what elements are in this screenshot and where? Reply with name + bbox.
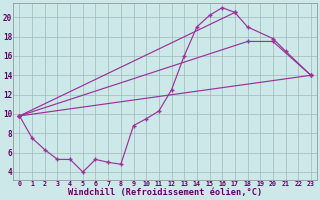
X-axis label: Windchill (Refroidissement éolien,°C): Windchill (Refroidissement éolien,°C) <box>68 188 262 197</box>
